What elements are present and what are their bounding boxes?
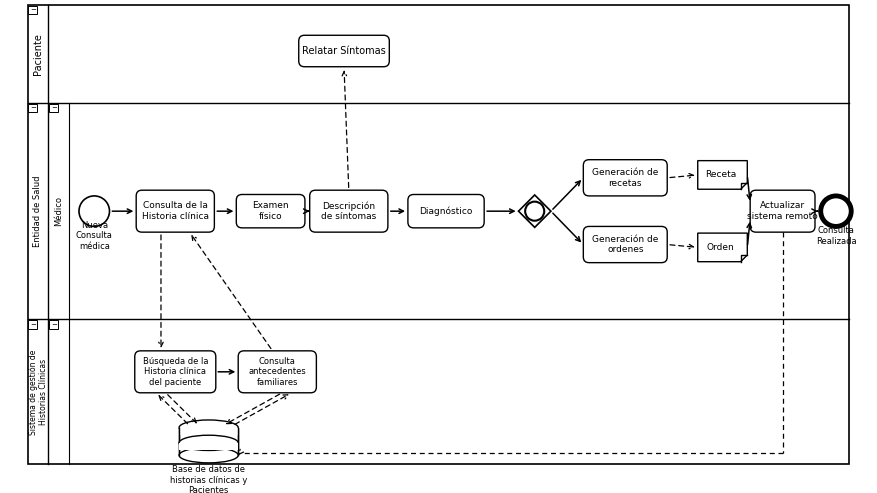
Ellipse shape	[179, 448, 238, 463]
FancyBboxPatch shape	[134, 351, 216, 393]
Text: Actualizar
sistema remoto: Actualizar sistema remoto	[746, 202, 817, 221]
FancyBboxPatch shape	[582, 226, 667, 263]
Text: Relatar Síntomas: Relatar Síntomas	[302, 46, 386, 56]
FancyBboxPatch shape	[310, 190, 388, 232]
FancyBboxPatch shape	[408, 195, 483, 228]
Bar	[28, 104, 37, 112]
Text: −: −	[30, 105, 36, 111]
Circle shape	[524, 202, 544, 221]
FancyBboxPatch shape	[749, 190, 814, 232]
Text: Sistema de gestión de
Historias Clínicas: Sistema de gestión de Historias Clínicas	[28, 349, 48, 434]
Text: Base de datos de
historias clínicas y
Pacientes: Base de datos de historias clínicas y Pa…	[170, 465, 247, 493]
FancyBboxPatch shape	[236, 195, 304, 228]
Circle shape	[820, 196, 851, 226]
Text: −: −	[51, 105, 57, 111]
Text: Consulta
antecedentes
familiares: Consulta antecedentes familiares	[248, 357, 306, 387]
Text: Receta: Receta	[704, 171, 736, 179]
FancyBboxPatch shape	[238, 351, 316, 393]
FancyBboxPatch shape	[298, 35, 389, 67]
Bar	[179, 427, 238, 455]
Text: Consulta de la
Historia clínica: Consulta de la Historia clínica	[141, 202, 209, 221]
Text: Búsqueda de la
Historia clínica
del paciente: Búsqueda de la Historia clínica del paci…	[142, 357, 208, 387]
Text: Generación de
ordenes: Generación de ordenes	[591, 235, 658, 254]
Bar	[28, 320, 37, 329]
Text: Paciente: Paciente	[33, 33, 43, 75]
Polygon shape	[697, 161, 746, 189]
Text: Orden: Orden	[706, 243, 734, 252]
Bar	[49, 104, 58, 112]
Bar	[28, 6, 37, 14]
FancyBboxPatch shape	[136, 190, 214, 232]
Ellipse shape	[179, 420, 238, 435]
Text: Diagnóstico: Diagnóstico	[419, 207, 472, 216]
Bar	[179, 427, 238, 435]
Text: Examen
físico: Examen físico	[252, 202, 289, 221]
Text: −: −	[51, 321, 57, 328]
Circle shape	[79, 196, 110, 226]
Text: Consulta
Realizada: Consulta Realizada	[815, 226, 855, 246]
Bar	[179, 443, 238, 451]
FancyBboxPatch shape	[582, 160, 667, 196]
Text: −: −	[30, 7, 36, 13]
Text: −: −	[30, 321, 36, 328]
Text: Descripción
de síntomas: Descripción de síntomas	[321, 201, 376, 221]
Bar	[49, 320, 58, 329]
Text: Generación de
recetas: Generación de recetas	[591, 168, 658, 187]
Text: Nueva
Consulta
médica: Nueva Consulta médica	[75, 221, 112, 251]
Polygon shape	[697, 233, 746, 262]
Ellipse shape	[179, 435, 238, 451]
Polygon shape	[518, 195, 550, 227]
Text: Médico: Médico	[54, 196, 63, 226]
Text: Entidad de Salud: Entidad de Salud	[33, 176, 42, 247]
